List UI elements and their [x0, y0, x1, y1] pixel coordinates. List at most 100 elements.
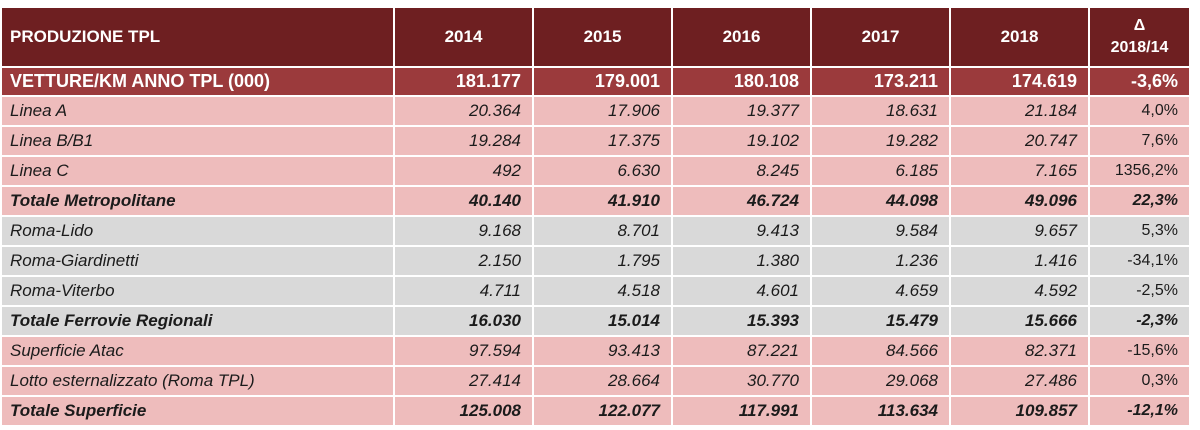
cell-2015: 179.001 — [534, 68, 673, 97]
cell-2014: 20.364 — [395, 97, 534, 127]
cell-delta: 4,0% — [1090, 97, 1191, 127]
cell-2017: 19.282 — [812, 127, 951, 157]
delta-period: 2018/14 — [1110, 39, 1169, 56]
table-row: Superficie Atac 97.594 93.413 87.221 84.566 8… — [2, 337, 1191, 367]
row-label: Linea B/B1 — [2, 127, 395, 157]
header-year-2014: 2014 — [395, 8, 534, 68]
cell-2014: 27.414 — [395, 367, 534, 397]
table-body: VETTURE/KM ANNO TPL (000) 181.177 179.001 1… — [2, 68, 1191, 427]
cell-2015: 4.518 — [534, 277, 673, 307]
cell-2015: 28.664 — [534, 367, 673, 397]
cell-2016: 8.245 — [673, 157, 812, 187]
cell-2016: 30.770 — [673, 367, 812, 397]
row-label: Totale Metropolitane — [2, 187, 395, 217]
cell-2017: 1.236 — [812, 247, 951, 277]
cell-delta: -12,1% — [1090, 397, 1191, 427]
cell-2016: 117.991 — [673, 397, 812, 427]
total-row: Totale Superficie 125.008 122.077 117.991 11… — [2, 397, 1191, 427]
cell-2017: 84.566 — [812, 337, 951, 367]
cell-delta: -34,1% — [1090, 247, 1191, 277]
summary-row: VETTURE/KM ANNO TPL (000) 181.177 179.001 1… — [2, 68, 1191, 97]
cell-2014: 181.177 — [395, 68, 534, 97]
header-year-2016: 2016 — [673, 8, 812, 68]
cell-2015: 8.701 — [534, 217, 673, 247]
production-table-container: PRODUZIONE TPL 2014 2015 2016 2017 2018 … — [2, 8, 1191, 427]
cell-2018: 82.371 — [951, 337, 1090, 367]
cell-2014: 97.594 — [395, 337, 534, 367]
cell-2014: 19.284 — [395, 127, 534, 157]
cell-2018: 109.857 — [951, 397, 1090, 427]
cell-2015: 122.077 — [534, 397, 673, 427]
cell-2017: 9.584 — [812, 217, 951, 247]
cell-2014: 125.008 — [395, 397, 534, 427]
cell-2018: 49.096 — [951, 187, 1090, 217]
cell-2015: 41.910 — [534, 187, 673, 217]
table-row: Roma-Viterbo 4.711 4.518 4.601 4.659 4.592 -2,… — [2, 277, 1191, 307]
cell-2016: 9.413 — [673, 217, 812, 247]
cell-delta: -2,3% — [1090, 307, 1191, 337]
cell-delta: 5,3% — [1090, 217, 1191, 247]
header-year-2017: 2017 — [812, 8, 951, 68]
table-row: Linea A 20.364 17.906 19.377 18.631 21.184 4,0… — [2, 97, 1191, 127]
cell-2014: 4.711 — [395, 277, 534, 307]
header-delta: Δ 2018/14 — [1090, 8, 1191, 68]
table-row: Roma-Giardinetti 2.150 1.795 1.380 1.236 1.41… — [2, 247, 1191, 277]
cell-2016: 1.380 — [673, 247, 812, 277]
header-year-2015: 2015 — [534, 8, 673, 68]
cell-delta: 22,3% — [1090, 187, 1191, 217]
header-year-2018: 2018 — [951, 8, 1090, 68]
cell-2018: 21.184 — [951, 97, 1090, 127]
row-label: Totale Ferrovie Regionali — [2, 307, 395, 337]
header-row: PRODUZIONE TPL 2014 2015 2016 2017 2018 … — [2, 8, 1191, 68]
cell-2015: 17.906 — [534, 97, 673, 127]
production-table: PRODUZIONE TPL 2014 2015 2016 2017 2018 … — [2, 8, 1191, 427]
cell-2018: 174.619 — [951, 68, 1090, 97]
cell-2017: 4.659 — [812, 277, 951, 307]
cell-delta: 7,6% — [1090, 127, 1191, 157]
cell-2016: 19.102 — [673, 127, 812, 157]
cell-2014: 16.030 — [395, 307, 534, 337]
cell-2018: 15.666 — [951, 307, 1090, 337]
cell-2014: 40.140 — [395, 187, 534, 217]
cell-2016: 180.108 — [673, 68, 812, 97]
cell-2015: 17.375 — [534, 127, 673, 157]
delta-symbol: Δ — [1133, 17, 1146, 34]
cell-2017: 173.211 — [812, 68, 951, 97]
row-label: Roma-Giardinetti — [2, 247, 395, 277]
cell-2017: 15.479 — [812, 307, 951, 337]
cell-2018: 27.486 — [951, 367, 1090, 397]
cell-2016: 19.377 — [673, 97, 812, 127]
cell-2016: 4.601 — [673, 277, 812, 307]
row-label: Roma-Lido — [2, 217, 395, 247]
table-row: Roma-Lido 9.168 8.701 9.413 9.584 9.657 5,3% — [2, 217, 1191, 247]
cell-2015: 1.795 — [534, 247, 673, 277]
cell-2017: 113.634 — [812, 397, 951, 427]
cell-2016: 87.221 — [673, 337, 812, 367]
cell-2017: 6.185 — [812, 157, 951, 187]
row-label: Lotto esternalizzato (Roma TPL) — [2, 367, 395, 397]
header-label: PRODUZIONE TPL — [2, 8, 395, 68]
cell-2014: 9.168 — [395, 217, 534, 247]
cell-2017: 44.098 — [812, 187, 951, 217]
cell-delta: 1356,2% — [1090, 157, 1191, 187]
cell-delta: 0,3% — [1090, 367, 1191, 397]
cell-2015: 6.630 — [534, 157, 673, 187]
cell-2017: 18.631 — [812, 97, 951, 127]
row-label: Linea A — [2, 97, 395, 127]
cell-delta: -2,5% — [1090, 277, 1191, 307]
row-label: Roma-Viterbo — [2, 277, 395, 307]
table-row: Lotto esternalizzato (Roma TPL) 27.414 28.… — [2, 367, 1191, 397]
table-row: Linea B/B1 19.284 17.375 19.102 19.282 20.747… — [2, 127, 1191, 157]
cell-2016: 46.724 — [673, 187, 812, 217]
row-label: Linea C — [2, 157, 395, 187]
row-label: Totale Superficie — [2, 397, 395, 427]
cell-2014: 492 — [395, 157, 534, 187]
cell-2018: 20.747 — [951, 127, 1090, 157]
total-row: Totale Metropolitane 40.140 41.910 46.724 44… — [2, 187, 1191, 217]
cell-2018: 1.416 — [951, 247, 1090, 277]
cell-delta: -3,6% — [1090, 68, 1191, 97]
row-label: Superficie Atac — [2, 337, 395, 367]
cell-2018: 7.165 — [951, 157, 1090, 187]
cell-2017: 29.068 — [812, 367, 951, 397]
cell-2015: 93.413 — [534, 337, 673, 367]
